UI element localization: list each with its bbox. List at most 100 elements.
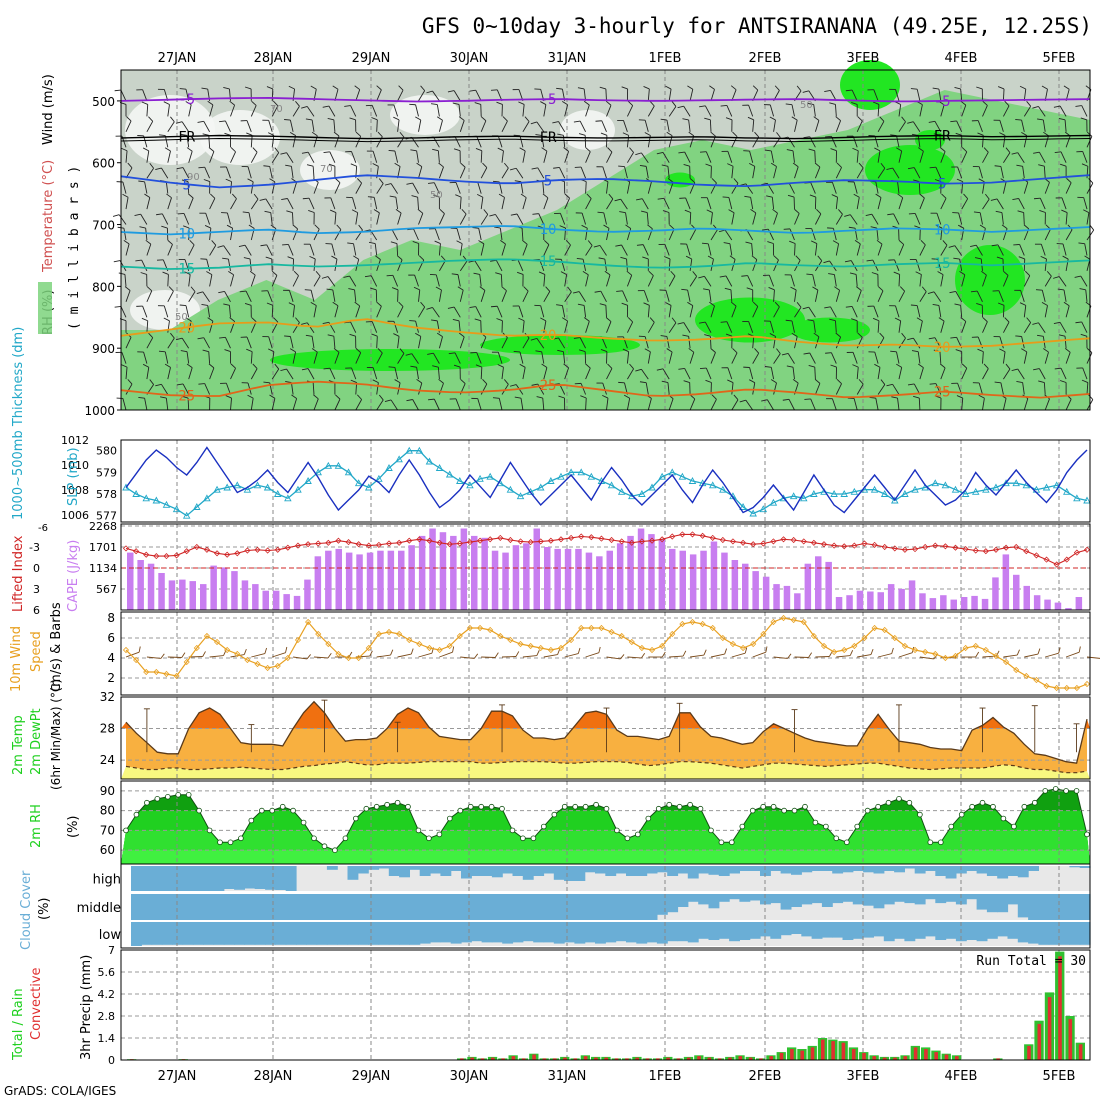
- wind-barb: [1081, 379, 1089, 395]
- li-point: [679, 531, 686, 538]
- wind-barb: [1039, 209, 1046, 225]
- wind-barb: [468, 260, 482, 272]
- wind-barb-feather: [874, 147, 881, 152]
- wind-barb: [954, 303, 963, 318]
- wind-barb-shaft: [856, 383, 864, 395]
- wind-barb-shaft: [146, 367, 150, 380]
- wind-barb-feather: [983, 363, 989, 369]
- wind-barb: [928, 120, 942, 133]
- wind-barb-feather: [1043, 348, 1049, 353]
- wind-barb-shaft: [892, 384, 900, 395]
- wind-barb-feather: [122, 193, 129, 198]
- wind-barb: [426, 90, 440, 102]
- wind-barb-shaft: [1020, 290, 1025, 302]
- wind-barb-feather: [225, 178, 232, 183]
- wind-speed-point: [638, 644, 645, 652]
- wind-barb: [808, 364, 816, 380]
- wind-barb-feather: [520, 193, 527, 198]
- wind-barb-shaft: [522, 150, 526, 163]
- wind-barb-feather: [333, 131, 340, 137]
- wind-barb-shaft: [1038, 368, 1046, 380]
- wind-barb-feather: [121, 364, 128, 368]
- wind-barb: [1003, 317, 1010, 333]
- wind-barb-feather: [573, 120, 581, 123]
- wind-barb: [907, 121, 921, 133]
- cloud-bar: [1038, 894, 1050, 920]
- cape-bar: [325, 550, 332, 610]
- li-point: [659, 536, 666, 543]
- cloud-bar: [770, 922, 782, 939]
- wind-barb-shaft: [856, 290, 862, 302]
- wind-barb: [648, 651, 666, 658]
- wind-barb-feather: [557, 648, 561, 655]
- wind-barb-feather: [1013, 244, 1020, 246]
- wind-barb-shaft: [940, 198, 947, 210]
- cape-bar: [439, 532, 447, 610]
- wind-barb-feather: [497, 364, 504, 368]
- isotherm-label: 5: [544, 174, 552, 190]
- wind-barb-shaft: [501, 120, 508, 133]
- wind-barb-feather: [637, 290, 645, 292]
- thickness-point: [375, 474, 383, 482]
- rh-point: [770, 803, 777, 810]
- cloud-bar: [131, 894, 142, 920]
- wind-barb-feather: [959, 270, 966, 276]
- wind-barb-feather: [1056, 243, 1064, 245]
- wind-barb-shaft: [125, 337, 132, 349]
- wind-barb: [573, 120, 587, 133]
- wind-barb-feather: [886, 383, 893, 387]
- wind-barb-feather: [482, 162, 488, 168]
- wind-barb-feather: [1001, 224, 1008, 229]
- cloud-bar: [780, 866, 792, 874]
- cape-bar: [1065, 608, 1072, 610]
- wind-barb-shaft: [456, 228, 461, 241]
- wind-barb: [542, 193, 549, 210]
- precip-conv-bar: [635, 1057, 639, 1060]
- wind-barb-shaft: [496, 306, 503, 318]
- cloud-bar: [1079, 866, 1091, 868]
- wind-barb-shaft: [599, 245, 607, 256]
- wind-barb-feather: [509, 167, 517, 171]
- thickness-point: [1073, 494, 1081, 502]
- wind-barb-feather: [323, 151, 330, 153]
- wind-barb-shaft: [686, 243, 691, 256]
- cloud-bar: [626, 894, 637, 920]
- isotherm-line: [120, 174, 1091, 189]
- wind-barb-feather: [1075, 321, 1082, 324]
- cloud-bar: [842, 894, 854, 902]
- wind-barb-shaft: [542, 398, 545, 411]
- wind-barb-shaft: [265, 198, 273, 210]
- wind-barb-shaft: [515, 167, 524, 179]
- wind-barb-feather: [844, 260, 852, 263]
- wind-barb-feather: [752, 301, 759, 307]
- wind-barb-feather: [288, 302, 295, 306]
- wind-barb-shaft: [644, 336, 649, 349]
- wind-barb-shaft: [203, 337, 210, 349]
- rh-point: [676, 803, 683, 810]
- wind-barb-shaft: [856, 150, 859, 163]
- li-point: [365, 542, 372, 549]
- wind-barb-shaft: [1065, 305, 1070, 318]
- li-point: [497, 534, 504, 541]
- wind-barb: [976, 86, 983, 101]
- wind-barb: [1075, 105, 1088, 117]
- cloud-bar: [656, 922, 668, 944]
- wind-barb: [188, 239, 195, 256]
- wind-barb: [181, 395, 190, 411]
- wind-barb-feather: [867, 89, 874, 91]
- wind-barb: [917, 363, 924, 380]
- wind-barb-feather: [639, 165, 647, 167]
- wind-barb-feather: [1026, 101, 1032, 107]
- wind-barb-shaft: [250, 368, 258, 380]
- cloud-bar: [749, 866, 761, 871]
- wind-barb-feather: [412, 240, 419, 244]
- cape-bar: [168, 580, 176, 610]
- cloud-bar: [337, 922, 349, 945]
- wind-barb-feather: [273, 317, 279, 323]
- li-tick-label: -3: [29, 541, 40, 554]
- wind-barb-shaft: [271, 305, 274, 318]
- wind-barb-feather: [678, 367, 685, 370]
- wind-barb-feather: [585, 363, 591, 369]
- wind-barb-shaft: [727, 367, 733, 380]
- wind-barb-feather: [355, 131, 361, 137]
